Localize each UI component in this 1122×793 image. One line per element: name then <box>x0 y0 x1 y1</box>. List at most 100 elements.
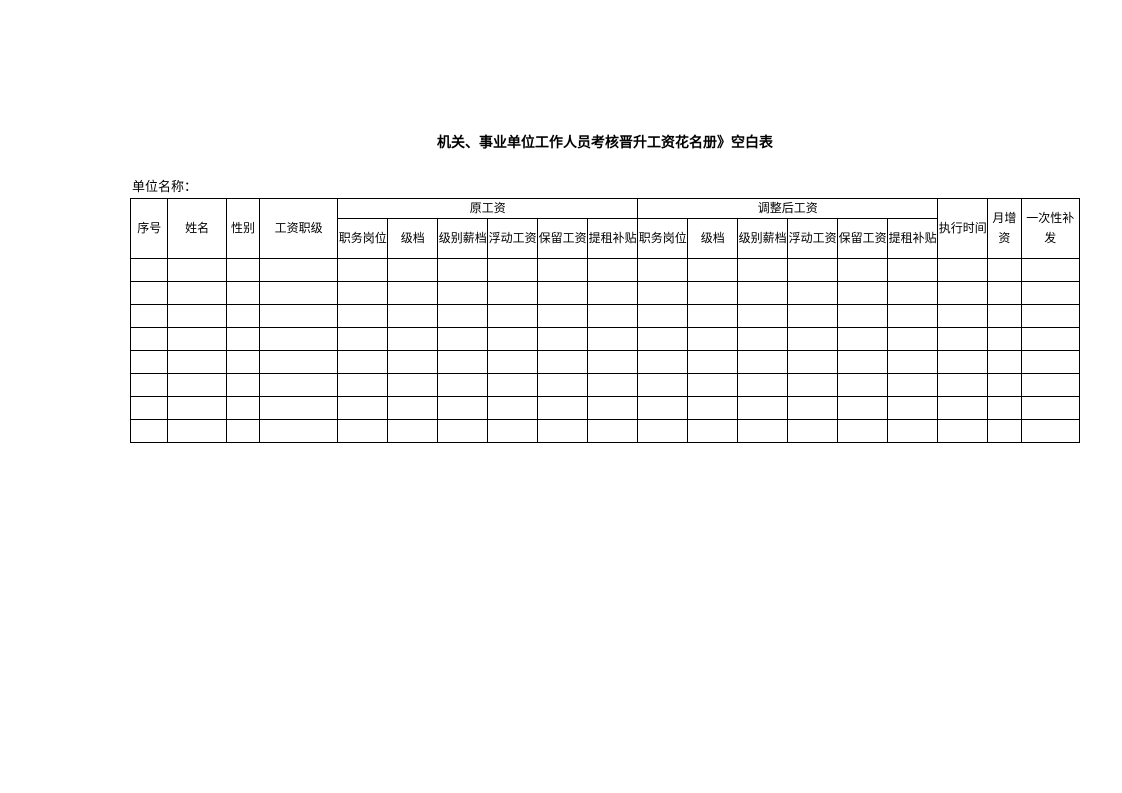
header-name: 姓名 <box>168 199 226 259</box>
table-cell <box>438 374 488 397</box>
table-cell <box>638 305 688 328</box>
table-cell <box>888 305 938 328</box>
table-cell <box>738 328 788 351</box>
table-cell <box>260 328 338 351</box>
table-cell <box>788 328 838 351</box>
table-cell <box>338 351 388 374</box>
table-cell <box>488 328 538 351</box>
table-cell <box>788 374 838 397</box>
header-orig-grade: 级档 <box>388 219 438 259</box>
table-cell <box>388 374 438 397</box>
table-cell <box>988 420 1021 443</box>
table-cell <box>638 282 688 305</box>
table-cell <box>438 397 488 420</box>
table-cell <box>131 282 168 305</box>
table-cell <box>131 397 168 420</box>
table-cell <box>738 305 788 328</box>
table-row <box>131 397 1080 420</box>
table-cell <box>588 282 638 305</box>
table-row <box>131 328 1080 351</box>
table-body <box>131 259 1080 443</box>
table-cell <box>226 374 259 397</box>
table-cell <box>838 397 888 420</box>
table-cell <box>1021 397 1079 420</box>
table-cell <box>938 420 988 443</box>
table-row <box>131 374 1080 397</box>
table-cell <box>688 259 738 282</box>
table-cell <box>888 351 938 374</box>
table-cell <box>788 351 838 374</box>
table-cell <box>1021 351 1079 374</box>
table-cell <box>260 305 338 328</box>
table-cell <box>588 259 638 282</box>
table-cell <box>1021 328 1079 351</box>
table-cell <box>488 305 538 328</box>
header-orig-grade-salary: 级别薪档 <box>438 219 488 259</box>
table-cell <box>688 420 738 443</box>
table-cell <box>226 397 259 420</box>
table-cell <box>588 328 638 351</box>
header-orig-rent: 提租补贴 <box>588 219 638 259</box>
table-cell <box>988 282 1021 305</box>
header-adjusted-salary: 调整后工资 <box>638 199 938 219</box>
table-cell <box>938 259 988 282</box>
table-cell <box>260 374 338 397</box>
table-cell <box>388 351 438 374</box>
table-cell <box>738 259 788 282</box>
table-cell <box>638 397 688 420</box>
table-cell <box>538 305 588 328</box>
table-cell <box>388 328 438 351</box>
table-cell <box>338 282 388 305</box>
table-cell <box>226 328 259 351</box>
table-row <box>131 420 1080 443</box>
table-cell <box>888 374 938 397</box>
table-cell <box>388 259 438 282</box>
table-cell <box>538 282 588 305</box>
table-cell <box>738 282 788 305</box>
table-cell <box>338 328 388 351</box>
table-cell <box>688 328 738 351</box>
table-cell <box>168 282 226 305</box>
table-cell <box>738 374 788 397</box>
table-header: 序号 姓名 性别 工资职级 原工资 调整后工资 执行时间 月增资 一次性补发 职… <box>131 199 1080 259</box>
table-cell <box>888 282 938 305</box>
header-salary-rank: 工资职级 <box>260 199 338 259</box>
table-cell <box>938 328 988 351</box>
table-cell <box>638 328 688 351</box>
table-cell <box>1021 282 1079 305</box>
header-adj-position: 职务岗位 <box>638 219 688 259</box>
table-cell <box>988 397 1021 420</box>
table-cell <box>588 305 638 328</box>
table-cell <box>1021 305 1079 328</box>
header-adj-floating: 浮动工资 <box>788 219 838 259</box>
header-adj-reserved: 保留工资 <box>838 219 888 259</box>
table-cell <box>226 351 259 374</box>
table-cell <box>688 282 738 305</box>
table-cell <box>838 305 888 328</box>
table-cell <box>168 351 226 374</box>
table-cell <box>338 305 388 328</box>
table-cell <box>988 305 1021 328</box>
table-cell <box>226 420 259 443</box>
table-cell <box>538 420 588 443</box>
table-cell <box>688 351 738 374</box>
table-cell <box>538 374 588 397</box>
table-cell <box>488 420 538 443</box>
table-cell <box>438 282 488 305</box>
table-cell <box>888 420 938 443</box>
table-cell <box>888 328 938 351</box>
table-cell <box>438 328 488 351</box>
table-row <box>131 282 1080 305</box>
table-cell <box>988 259 1021 282</box>
table-cell <box>388 282 438 305</box>
table-cell <box>588 420 638 443</box>
table-cell <box>788 259 838 282</box>
table-cell <box>638 351 688 374</box>
table-cell <box>938 351 988 374</box>
table-cell <box>226 259 259 282</box>
table-cell <box>226 305 259 328</box>
table-cell <box>788 305 838 328</box>
table-cell <box>938 374 988 397</box>
table-cell <box>260 420 338 443</box>
table-cell <box>338 420 388 443</box>
